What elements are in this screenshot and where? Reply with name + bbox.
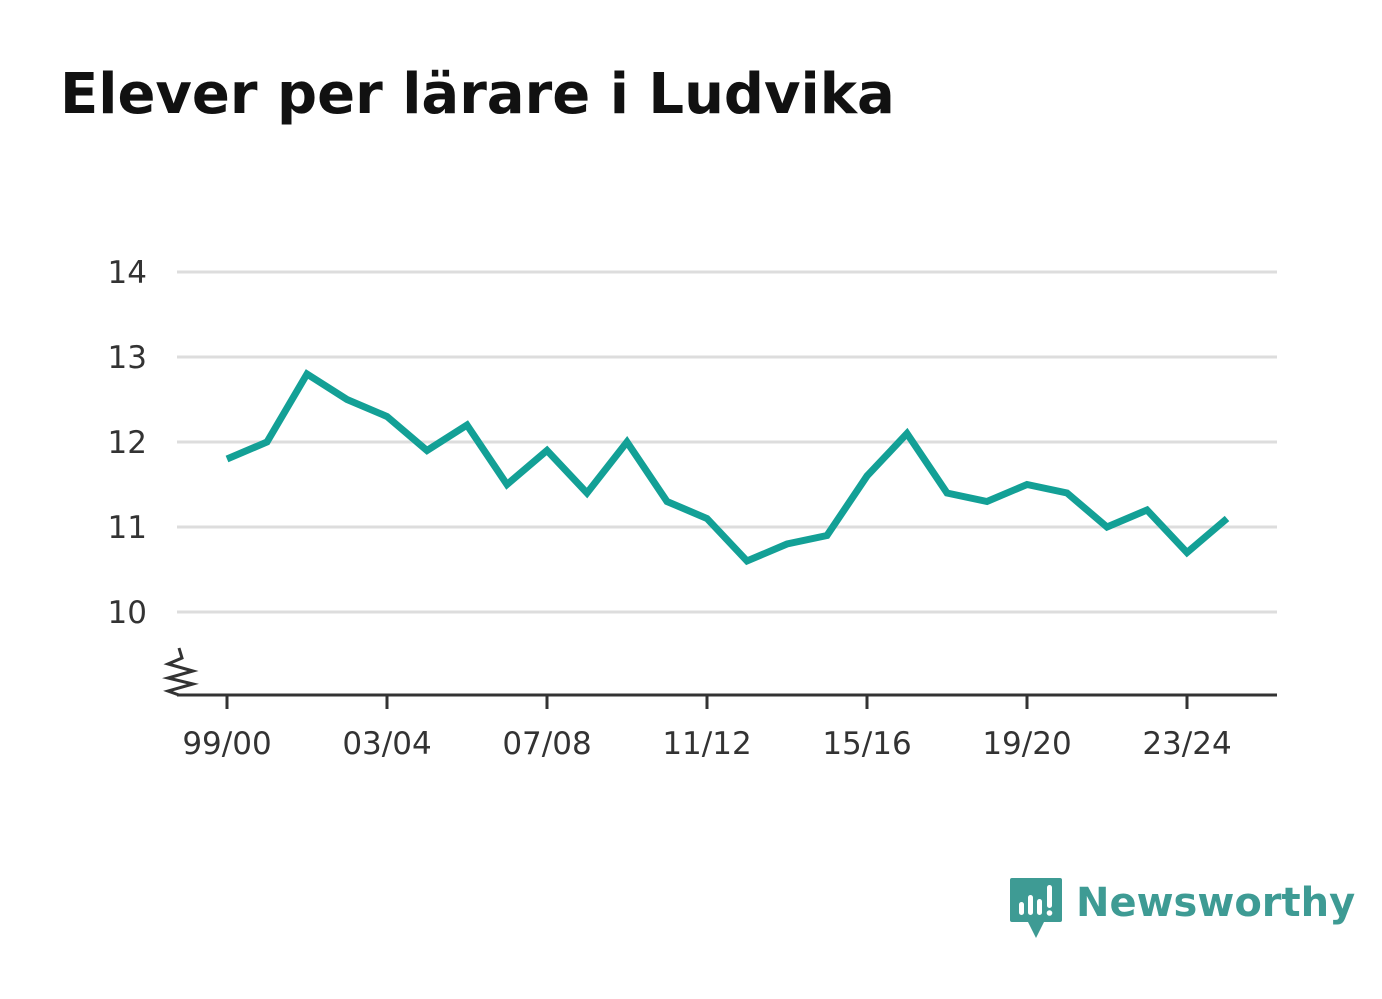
series-layer — [225, 369, 1230, 566]
x-tick-label: 99/00 — [182, 726, 271, 762]
y-tick-label: 10 — [108, 595, 147, 631]
x-axis — [162, 647, 1277, 697]
x-tick-label: 07/08 — [502, 726, 591, 762]
series-line — [225, 369, 1230, 566]
axis-break-icon — [162, 647, 199, 697]
x-tick-label: 23/24 — [1142, 726, 1231, 762]
y-tick-label: 13 — [108, 340, 147, 376]
x-tick-label: 15/16 — [822, 726, 911, 762]
y-axis-ticks: 10 11 12 13 14 — [108, 255, 147, 631]
grid-layer — [177, 270, 1277, 614]
brand-name: Newsworthy — [1076, 880, 1356, 926]
chart-title: Elever per lärare i Ludvika — [60, 62, 895, 127]
y-tick-label: 14 — [108, 255, 147, 291]
x-tick-label: 19/20 — [982, 726, 1071, 762]
newsworthy-logo-icon — [1010, 878, 1062, 938]
y-tick-label: 11 — [108, 510, 147, 546]
x-tick-label: 11/12 — [662, 726, 751, 762]
x-tick-label: 03/04 — [342, 726, 431, 762]
brand-logo: Newsworthy — [1010, 878, 1355, 940]
y-tick-label: 12 — [108, 425, 147, 461]
x-axis-ticks: 99/00 03/04 07/08 11/12 15/16 19/20 23/24 — [182, 695, 1232, 762]
